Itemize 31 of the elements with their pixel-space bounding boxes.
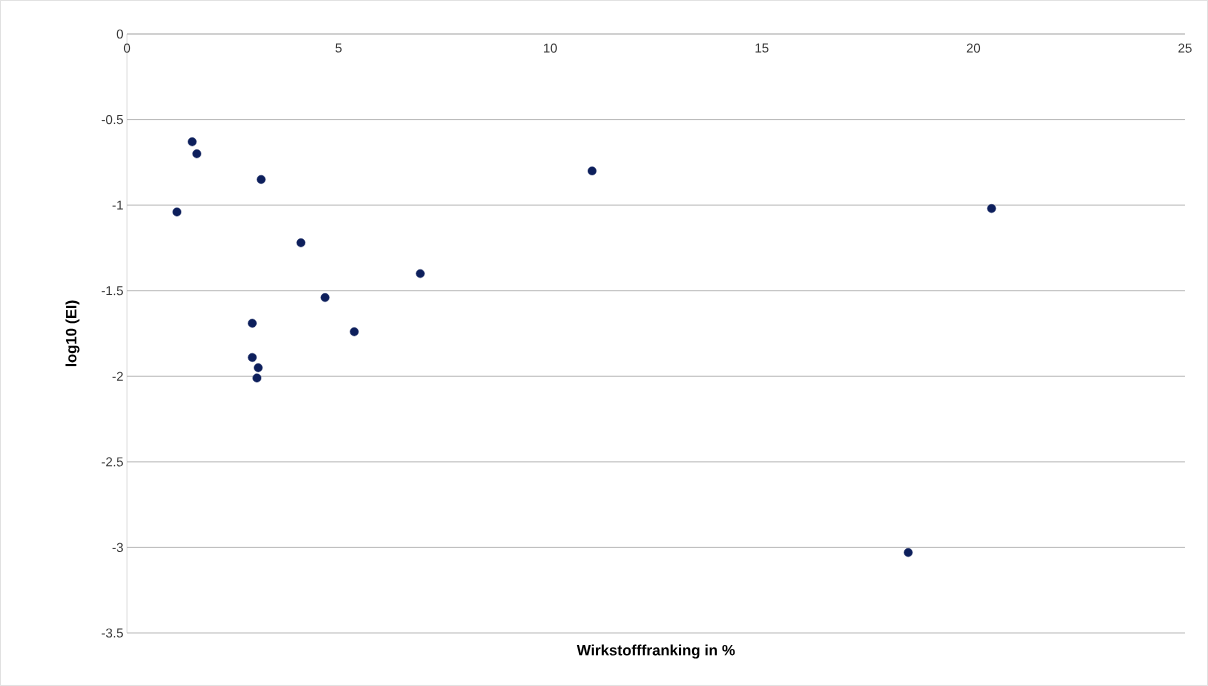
point	[296, 238, 306, 248]
point	[320, 293, 330, 302]
y-axis-title: log10 (EI)	[65, 300, 80, 367]
x-tick-label: 10	[543, 43, 557, 53]
point	[587, 166, 597, 176]
point	[172, 207, 182, 217]
point	[415, 269, 425, 278]
point	[903, 548, 913, 557]
y-tick-label: -2.5	[101, 457, 123, 467]
x-tick-label: 20	[966, 43, 981, 53]
y-tick-label: -1	[112, 200, 123, 210]
point	[187, 137, 197, 147]
y-tick-label: -1.5	[101, 286, 123, 296]
point	[256, 175, 266, 184]
point	[247, 318, 257, 328]
x-axis-title: Wirkstofffranking in %	[576, 644, 735, 659]
y-tick-label: -2	[112, 371, 123, 381]
point	[252, 373, 262, 383]
point	[349, 327, 359, 337]
y-tick-label: -3.5	[101, 628, 123, 638]
point	[987, 204, 996, 213]
point	[253, 363, 263, 373]
x-tick-label: 15	[755, 43, 769, 53]
point	[247, 353, 257, 362]
x-tick-label: 0	[123, 43, 131, 53]
y-tick-label: 0	[116, 29, 123, 39]
point	[192, 149, 202, 159]
x-tick-label: 25	[1178, 43, 1192, 53]
y-tick-label: -3	[112, 542, 123, 552]
y-tick-label: -0.5	[101, 114, 123, 125]
x-tick-label: 5	[335, 43, 342, 53]
